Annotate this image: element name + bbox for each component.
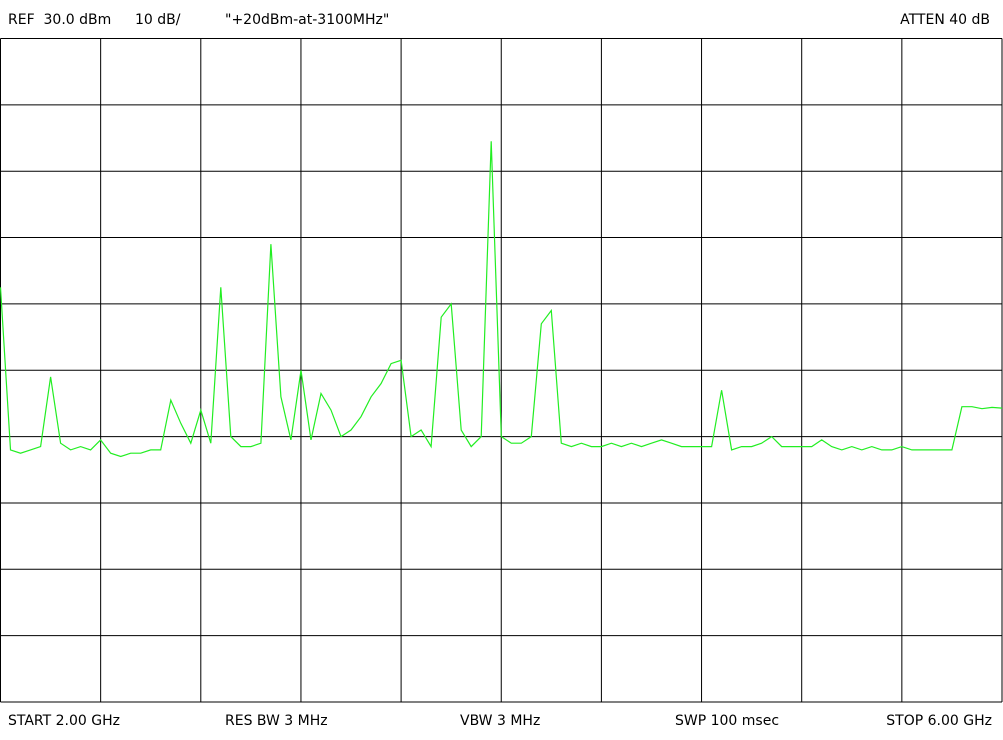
res-bw: RES BW 3 MHz [225, 713, 328, 729]
vbw: VBW 3 MHz [460, 713, 540, 729]
sweep: SWP 100 msec [675, 713, 779, 729]
trace-line [0, 141, 1003, 458]
ref-level: REF 30.0 dBm [8, 12, 111, 28]
trace-title: "+20dBm-at-3100MHz" [225, 12, 389, 28]
stop-freq: STOP 6.00 GHz [886, 713, 992, 729]
start-freq: START 2.00 GHz [8, 713, 120, 729]
attenuation: ATTEN 40 dB [900, 12, 990, 28]
scale: 10 dB/ [135, 12, 181, 28]
